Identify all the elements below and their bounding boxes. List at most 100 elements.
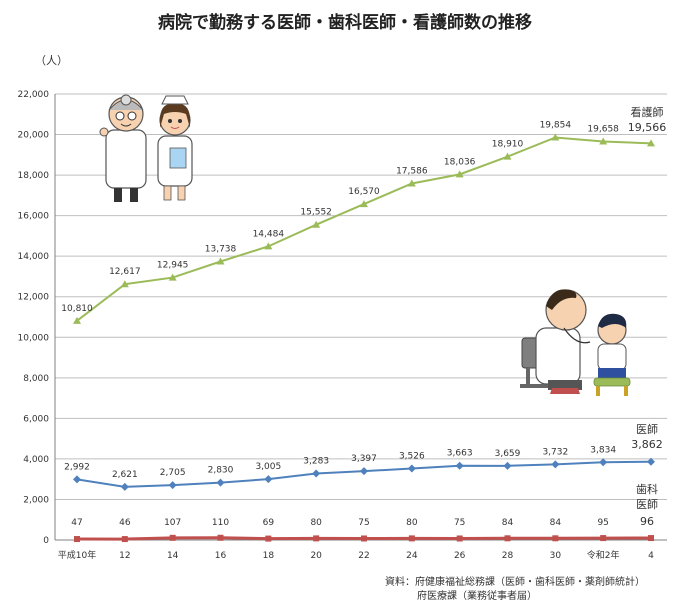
data-label-doctor: 3,732 (542, 447, 568, 457)
y-axis-unit: （人） (35, 54, 68, 67)
x-tick-label: 30 (550, 551, 562, 561)
data-label-nurse: 16,570 (348, 187, 380, 197)
data-point-doctor (360, 467, 368, 476)
y-tick-label: 8,000 (23, 374, 49, 384)
data-point-doctor (503, 461, 512, 470)
data-label-dentist: 69 (263, 518, 275, 528)
source-line-1: 資料：府健康福祉総務課（医師・歯科医師・薬剤師統計） (385, 577, 645, 588)
x-tick-label: 24 (406, 551, 418, 561)
data-label-doctor: 3,663 (447, 449, 473, 459)
data-point-dentist (408, 535, 415, 542)
x-tick-label: 平成10年 (58, 549, 96, 561)
data-point-nurse (216, 257, 225, 265)
data-point-nurse (551, 133, 560, 141)
data-label-dentist: 46 (119, 518, 131, 528)
series-name-nurse: 看護師 (631, 105, 664, 119)
series-layer: 10,810 12,617 12,945 13,738 14,484 15,552 16,5… (61, 105, 667, 543)
data-point-dentist (552, 535, 559, 542)
data-point-doctor (216, 478, 225, 487)
x-tick-label: 令和2年 (587, 549, 620, 561)
data-label-nurse: 19,658 (587, 124, 619, 134)
data-label-dentist: 80 (406, 518, 418, 528)
data-label-nurse: 15,552 (300, 208, 332, 218)
series-name-dentist: 歯科医師 (636, 482, 658, 511)
chart-title: 病院で勤務する医師・歯科医師・看護師数の推移 (158, 13, 532, 33)
data-label-doctor: 2,621 (112, 470, 138, 480)
y-tick-label: 2,000 (23, 495, 49, 505)
x-tick-label: 4 (648, 551, 654, 561)
data-label-nurse: 10,810 (61, 304, 93, 314)
data-point-doctor (264, 475, 273, 484)
source-line-2: 府医療課（業務従事者届） (417, 591, 537, 602)
series-end-value-nurse: 19,566 (628, 121, 667, 134)
data-point-doctor (455, 461, 464, 470)
data-label-dentist: 84 (502, 518, 514, 528)
data-label-dentist: 75 (454, 518, 465, 528)
data-label-doctor: 3,659 (495, 449, 521, 459)
data-point-doctor (647, 457, 655, 466)
y-tick-label: 6,000 (23, 414, 49, 424)
series-dentist: 47 46 107 110 69 80 75 80 75 84 84 95 (71, 518, 654, 543)
series-end-value-doctor: 3,862 (631, 438, 663, 451)
data-point-dentist (313, 535, 320, 542)
data-point-nurse (407, 179, 416, 187)
data-point-doctor (599, 458, 608, 467)
data-point-dentist (600, 535, 607, 542)
data-label-doctor: 3,005 (255, 462, 281, 472)
x-tick-labels: 平成10年 12 14 16 18 20 22 24 26 28 30 令和2年 4 (58, 549, 654, 561)
x-tick-label: 14 (167, 551, 179, 561)
data-point-nurse (264, 242, 273, 250)
x-tick-label: 16 (215, 551, 227, 561)
y-tick-label: 10,000 (18, 333, 50, 343)
data-point-nurse (120, 280, 129, 288)
data-point-nurse (647, 139, 655, 147)
data-point-dentist (456, 535, 463, 542)
data-point-nurse (73, 316, 81, 324)
data-label-doctor: 2,992 (64, 462, 90, 472)
source-note: 資料：府健康福祉総務課（医師・歯科医師・薬剤師統計） 府医療課（業務従事者届） (385, 576, 645, 604)
data-point-dentist (121, 536, 128, 543)
series-end-value-dentist: 96 (640, 515, 654, 528)
data-point-nurse (312, 220, 321, 228)
data-label-doctor: 2,830 (208, 466, 234, 476)
y-tick-label: 16,000 (18, 212, 50, 222)
doctor-examining-child-illustration (520, 289, 631, 396)
x-tick-label: 28 (502, 551, 514, 561)
y-tick-label: 14,000 (18, 252, 50, 262)
data-label-dentist: 47 (71, 518, 82, 528)
data-point-dentist (169, 534, 176, 541)
data-point-doctor (120, 482, 129, 491)
data-point-nurse (360, 200, 368, 208)
data-point-nurse (168, 273, 177, 281)
y-tick-label: 4,000 (23, 455, 49, 465)
data-label-nurse: 12,945 (157, 261, 189, 271)
data-label-nurse: 13,738 (205, 244, 237, 254)
data-label-dentist: 84 (550, 518, 562, 528)
data-label-dentist: 95 (597, 518, 608, 528)
data-label-nurse: 12,617 (109, 267, 141, 277)
data-label-nurse: 19,854 (540, 121, 572, 131)
y-tick-label: 18,000 (18, 171, 50, 181)
data-label-doctor: 3,834 (590, 445, 616, 455)
data-label-doctor: 3,397 (351, 454, 377, 464)
series-name-doctor: 医師 (636, 423, 658, 436)
data-label-doctor: 3,526 (399, 452, 425, 462)
data-point-dentist (74, 536, 80, 543)
data-point-dentist (361, 535, 367, 542)
data-label-nurse: 14,484 (253, 229, 285, 239)
data-point-doctor (551, 460, 560, 469)
data-point-doctor (407, 464, 416, 473)
data-point-nurse (599, 137, 608, 145)
series-doctor: 2,992 2,621 2,705 2,830 3,005 3,283 3,397 3,526… (64, 445, 655, 491)
data-label-dentist: 107 (164, 518, 181, 528)
data-label-dentist: 80 (310, 518, 322, 528)
data-point-dentist (648, 535, 654, 542)
data-label-doctor: 2,705 (160, 468, 186, 478)
series-nurse: 10,810 12,617 12,945 13,738 14,484 15,552 16,5… (61, 121, 655, 324)
data-point-dentist (217, 534, 224, 541)
doctor-and-nurse-illustration (99, 94, 193, 202)
x-tick-label: 22 (358, 551, 369, 561)
data-point-dentist (504, 535, 511, 542)
data-point-doctor (312, 469, 321, 478)
